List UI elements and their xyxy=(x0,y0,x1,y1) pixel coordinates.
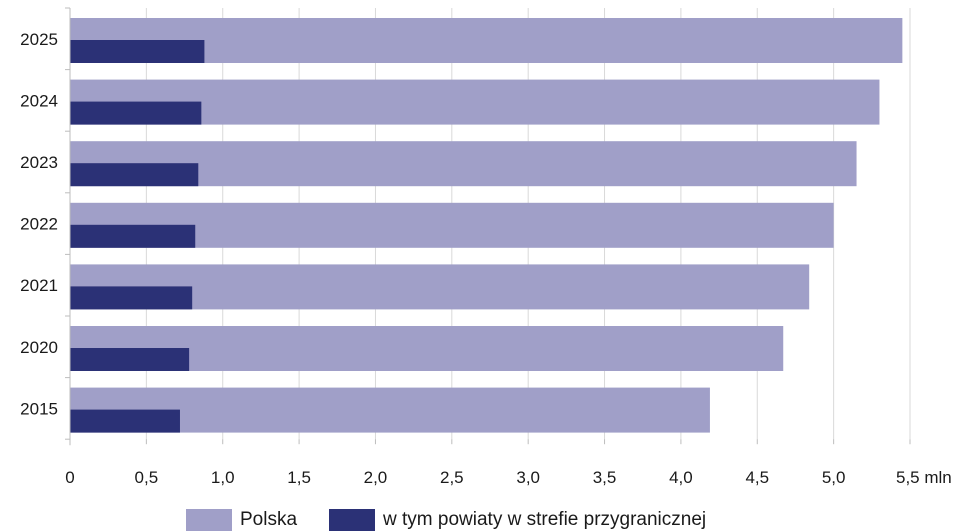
legend-swatch-polska xyxy=(186,509,232,531)
x-tick-label: 3,0 xyxy=(516,468,540,487)
x-tick-label: 2,0 xyxy=(364,468,388,487)
bar-border-2025 xyxy=(70,40,205,63)
x-tick-label: 1,5 xyxy=(287,468,311,487)
x-tick-label: 2,5 xyxy=(440,468,464,487)
y-axis-labels: 2025 2024 2023 2022 2021 2020 2015 xyxy=(20,30,58,419)
bar-border-2022 xyxy=(70,224,196,248)
y-tick-label: 2024 xyxy=(20,91,58,110)
bar-border-2020 xyxy=(70,348,190,371)
bar-polska-2021 xyxy=(70,264,810,310)
x-tick-label: 4,0 xyxy=(669,468,693,487)
legend-item-border: w tym powiaty w strefie przygranicznej xyxy=(329,509,706,531)
legend-label-polska: Polska xyxy=(240,509,298,530)
bar-polska-2022 xyxy=(70,202,834,248)
bar-polska-2025 xyxy=(70,18,903,63)
x-axis-labels: 0 0,5 1,0 1,5 2,0 2,5 3,0 3,5 4,0 4,5 5,0 5,5 mln xyxy=(65,468,951,487)
y-tick-label: 2020 xyxy=(20,338,58,357)
legend-item-polska: Polska xyxy=(186,509,297,531)
y-tick-label: 2015 xyxy=(20,399,58,418)
x-tick-label: 3,5 xyxy=(593,468,617,487)
bar-polska-2023 xyxy=(70,141,857,187)
x-tick-label: 5,5 mln xyxy=(896,468,952,487)
y-tick-label: 2025 xyxy=(20,30,58,49)
axes xyxy=(65,7,911,446)
bar-border-2023 xyxy=(70,163,199,187)
x-tick-label: 0,5 xyxy=(135,468,159,487)
y-tick-label: 2023 xyxy=(20,153,58,172)
legend-swatch-border xyxy=(329,509,376,531)
y-tick-label: 2021 xyxy=(20,276,58,295)
y-tick-label: 2022 xyxy=(20,215,58,234)
bar-polska-2024 xyxy=(70,79,880,125)
x-tick-label: 1,0 xyxy=(211,468,235,487)
bar-border-2021 xyxy=(70,286,193,310)
bars xyxy=(70,18,903,433)
bar-border-2015 xyxy=(70,409,180,433)
x-tick-label: 5,0 xyxy=(822,468,846,487)
x-tick-label: 4,5 xyxy=(745,468,769,487)
legend: Polska w tym powiaty w strefie przygrani… xyxy=(186,509,738,531)
legend-label-border: w tym powiaty w strefie przygranicznej xyxy=(383,509,707,530)
x-tick-label: 0 xyxy=(65,468,74,487)
bar-border-2024 xyxy=(70,101,202,125)
